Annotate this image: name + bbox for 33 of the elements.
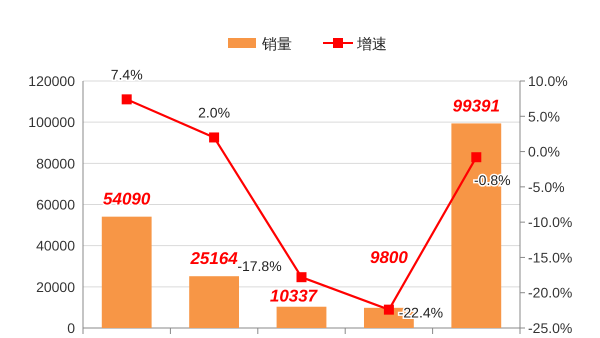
y-tick-label: 120000 [28, 73, 76, 89]
data-label: 54090 [103, 190, 151, 209]
point [296, 272, 306, 282]
y2-tick-label: -15.0% [528, 249, 572, 266]
point [384, 304, 394, 315]
y-tick-label: 100000 [28, 114, 76, 130]
legend-label: 销量 [261, 36, 292, 53]
y-tick-label: 60000 [36, 196, 76, 212]
y2-tick-label: 10.0% [528, 73, 568, 89]
data-label: 25164 [189, 249, 238, 268]
y2-tick-label: -25.0% [528, 320, 572, 336]
bar [189, 276, 240, 328]
y2-tick-label: 0.0% [528, 144, 560, 160]
data-label: 9800 [370, 248, 408, 267]
y2-tick-label: -5.0% [528, 178, 565, 195]
bar [102, 216, 152, 328]
y2-tick-label: 5.0% [528, 108, 560, 124]
data-label: 99391 [452, 96, 500, 116]
point [471, 152, 482, 162]
y-tick-label: 80000 [36, 155, 76, 172]
y-tick-label: 0 [67, 320, 76, 336]
point [209, 132, 220, 142]
bar [276, 306, 326, 328]
data-label: 2.0% [198, 104, 230, 120]
y-tick-label: 20000 [36, 278, 76, 295]
legend-label: 增速 [356, 36, 387, 53]
y-tick-label: 40000 [36, 238, 76, 254]
point [122, 94, 132, 104]
data-label: -17.8% [237, 258, 282, 274]
data-label: 7.4% [110, 66, 143, 82]
y2-tick-label: -10.0% [528, 214, 572, 230]
y2-tick-label: -20.0% [528, 284, 572, 301]
data-label: 10337 [270, 286, 319, 306]
